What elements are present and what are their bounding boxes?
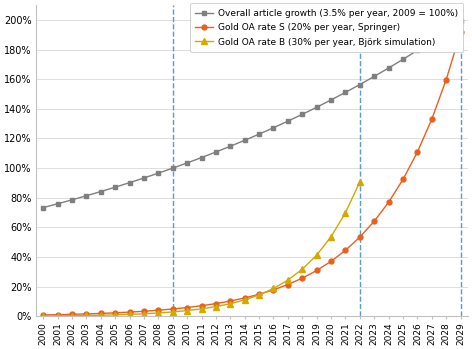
Gold OA rate S (20% per year, Springer)	[69, 312, 75, 317]
Gold OA rate B (30% per year, Björk simulation)	[84, 313, 89, 318]
Overall article growth (3.5% per year, 2009 = 100%)	[386, 66, 391, 70]
Gold OA rate B (30% per year, Björk simulation)	[55, 314, 60, 318]
Legend: Overall article growth (3.5% per year, 2009 = 100%), Gold OA rate S (20% per yea: Overall article growth (3.5% per year, 2…	[190, 3, 464, 52]
Gold OA rate B (30% per year, Björk simulation)	[270, 287, 276, 291]
Gold OA rate S (20% per year, Springer)	[242, 296, 247, 300]
Line: Gold OA rate S (20% per year, Springer): Gold OA rate S (20% per year, Springer)	[41, 30, 463, 317]
Gold OA rate S (20% per year, Springer)	[270, 288, 276, 292]
Overall article growth (3.5% per year, 2009 = 100%)	[357, 82, 362, 87]
Gold OA rate B (30% per year, Björk simulation)	[199, 307, 204, 311]
Gold OA rate B (30% per year, Björk simulation)	[126, 312, 132, 317]
Gold OA rate S (20% per year, Springer)	[314, 268, 320, 273]
Overall article growth (3.5% per year, 2009 = 100%)	[69, 198, 75, 202]
Line: Gold OA rate B (30% per year, Björk simulation): Gold OA rate B (30% per year, Björk simu…	[41, 179, 362, 319]
Overall article growth (3.5% per year, 2009 = 100%)	[98, 190, 103, 194]
Gold OA rate S (20% per year, Springer)	[170, 307, 176, 311]
Gold OA rate B (30% per year, Björk simulation)	[299, 267, 305, 271]
Gold OA rate B (30% per year, Björk simulation)	[170, 310, 176, 314]
Overall article growth (3.5% per year, 2009 = 100%)	[199, 155, 204, 159]
Gold OA rate S (20% per year, Springer)	[126, 310, 132, 314]
Overall article growth (3.5% per year, 2009 = 100%)	[155, 171, 161, 175]
Gold OA rate S (20% per year, Springer)	[371, 219, 377, 223]
Gold OA rate S (20% per year, Springer)	[299, 276, 305, 280]
Overall article growth (3.5% per year, 2009 = 100%)	[285, 119, 291, 123]
Overall article growth (3.5% per year, 2009 = 100%)	[126, 180, 132, 185]
Overall article growth (3.5% per year, 2009 = 100%)	[228, 144, 233, 148]
Gold OA rate S (20% per year, Springer)	[98, 311, 103, 315]
Gold OA rate B (30% per year, Björk simulation)	[213, 305, 219, 309]
Overall article growth (3.5% per year, 2009 = 100%)	[371, 74, 377, 79]
Gold OA rate B (30% per year, Björk simulation)	[328, 235, 334, 239]
Overall article growth (3.5% per year, 2009 = 100%)	[343, 90, 348, 95]
Gold OA rate B (30% per year, Björk simulation)	[112, 313, 118, 317]
Line: Overall article growth (3.5% per year, 2009 = 100%): Overall article growth (3.5% per year, 2…	[41, 19, 463, 210]
Overall article growth (3.5% per year, 2009 = 100%)	[141, 176, 147, 180]
Overall article growth (3.5% per year, 2009 = 100%)	[256, 132, 262, 136]
Gold OA rate S (20% per year, Springer)	[414, 150, 420, 154]
Overall article growth (3.5% per year, 2009 = 100%)	[242, 138, 247, 142]
Gold OA rate B (30% per year, Björk simulation)	[256, 293, 262, 297]
Gold OA rate B (30% per year, Björk simulation)	[69, 314, 75, 318]
Gold OA rate B (30% per year, Björk simulation)	[155, 311, 161, 315]
Gold OA rate S (20% per year, Springer)	[328, 259, 334, 263]
Gold OA rate B (30% per year, Björk simulation)	[343, 211, 348, 215]
Overall article growth (3.5% per year, 2009 = 100%)	[443, 29, 449, 34]
Gold OA rate S (20% per year, Springer)	[55, 313, 60, 317]
Gold OA rate B (30% per year, Björk simulation)	[314, 253, 320, 257]
Overall article growth (3.5% per year, 2009 = 100%)	[184, 161, 190, 165]
Gold OA rate S (20% per year, Springer)	[228, 299, 233, 303]
Gold OA rate S (20% per year, Springer)	[84, 312, 89, 316]
Overall article growth (3.5% per year, 2009 = 100%)	[400, 57, 406, 61]
Overall article growth (3.5% per year, 2009 = 100%)	[429, 39, 435, 43]
Overall article growth (3.5% per year, 2009 = 100%)	[328, 98, 334, 102]
Overall article growth (3.5% per year, 2009 = 100%)	[112, 185, 118, 189]
Gold OA rate S (20% per year, Springer)	[400, 177, 406, 181]
Gold OA rate B (30% per year, Björk simulation)	[141, 312, 147, 316]
Gold OA rate S (20% per year, Springer)	[443, 77, 449, 82]
Gold OA rate S (20% per year, Springer)	[141, 309, 147, 313]
Overall article growth (3.5% per year, 2009 = 100%)	[414, 48, 420, 52]
Gold OA rate S (20% per year, Springer)	[256, 292, 262, 296]
Gold OA rate B (30% per year, Björk simulation)	[98, 313, 103, 317]
Overall article growth (3.5% per year, 2009 = 100%)	[299, 112, 305, 117]
Gold OA rate B (30% per year, Björk simulation)	[357, 180, 362, 184]
Gold OA rate S (20% per year, Springer)	[343, 248, 348, 252]
Gold OA rate S (20% per year, Springer)	[40, 313, 46, 317]
Gold OA rate S (20% per year, Springer)	[184, 305, 190, 310]
Overall article growth (3.5% per year, 2009 = 100%)	[170, 166, 176, 170]
Gold OA rate S (20% per year, Springer)	[155, 308, 161, 312]
Gold OA rate S (20% per year, Springer)	[429, 117, 435, 121]
Overall article growth (3.5% per year, 2009 = 100%)	[84, 194, 89, 198]
Gold OA rate B (30% per year, Björk simulation)	[184, 309, 190, 313]
Overall article growth (3.5% per year, 2009 = 100%)	[40, 206, 46, 210]
Gold OA rate S (20% per year, Springer)	[285, 282, 291, 287]
Overall article growth (3.5% per year, 2009 = 100%)	[458, 19, 464, 23]
Overall article growth (3.5% per year, 2009 = 100%)	[55, 202, 60, 206]
Gold OA rate S (20% per year, Springer)	[199, 304, 204, 308]
Gold OA rate S (20% per year, Springer)	[458, 30, 464, 34]
Gold OA rate S (20% per year, Springer)	[357, 235, 362, 239]
Overall article growth (3.5% per year, 2009 = 100%)	[213, 150, 219, 154]
Gold OA rate S (20% per year, Springer)	[112, 311, 118, 315]
Gold OA rate B (30% per year, Björk simulation)	[228, 302, 233, 306]
Overall article growth (3.5% per year, 2009 = 100%)	[314, 105, 320, 109]
Gold OA rate B (30% per year, Björk simulation)	[40, 314, 46, 318]
Gold OA rate B (30% per year, Björk simulation)	[285, 278, 291, 282]
Overall article growth (3.5% per year, 2009 = 100%)	[270, 126, 276, 130]
Gold OA rate S (20% per year, Springer)	[213, 302, 219, 306]
Gold OA rate B (30% per year, Björk simulation)	[242, 298, 247, 302]
Gold OA rate S (20% per year, Springer)	[386, 200, 391, 204]
